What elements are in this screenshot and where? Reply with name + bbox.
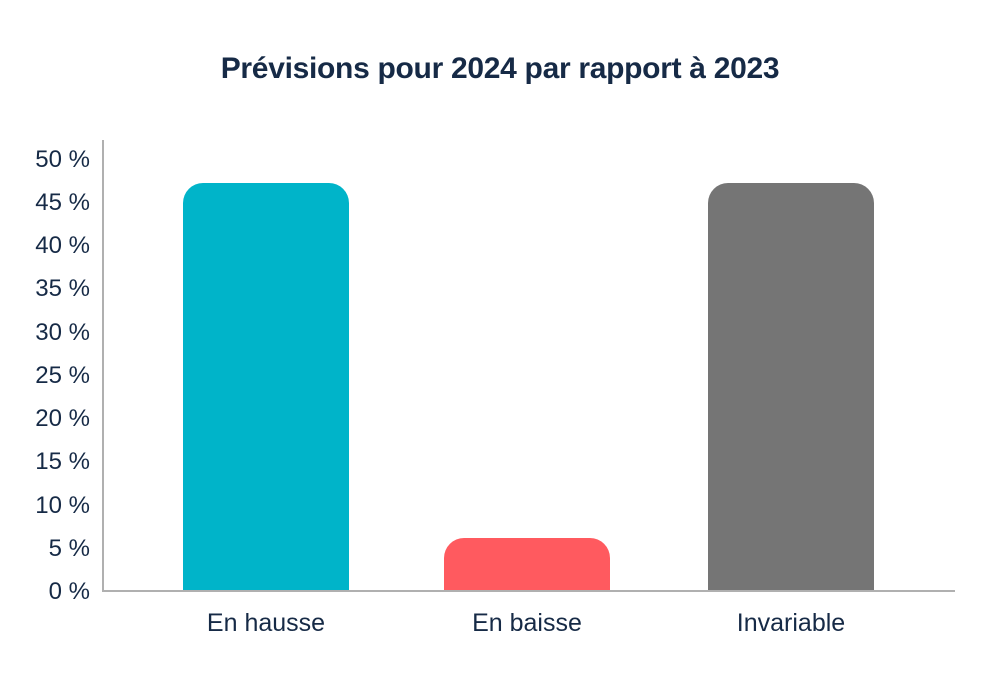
y-tick-label: 15 %: [35, 448, 90, 476]
y-tick-label: 25 %: [35, 361, 90, 389]
y-tick-label: 35 %: [35, 275, 90, 303]
y-tick-label: 10 %: [35, 491, 90, 519]
x-category-label-invariable: Invariable: [736, 609, 846, 637]
x-category-label-en-hausse: En hausse: [206, 609, 326, 637]
x-category-label-en-baisse: En baisse: [472, 609, 582, 637]
chart-title: Prévisions pour 2024 par rapport à 2023: [220, 52, 780, 85]
y-tick-label: 30 %: [35, 318, 90, 346]
bar-en-baisse: [444, 538, 610, 590]
x-axis-line: [102, 590, 955, 592]
y-tick-label: 0 %: [48, 578, 90, 605]
y-axis-line: [102, 140, 104, 592]
y-tick-label: 20 %: [35, 405, 90, 432]
y-tick-label: 45 %: [35, 188, 90, 216]
bar-invariable: [708, 183, 874, 590]
y-tick-label: 40 %: [35, 232, 90, 259]
bar-en-hausse: [183, 183, 349, 590]
y-tick-label: 5 %: [48, 534, 90, 562]
y-tick-label: 50 %: [35, 145, 90, 173]
